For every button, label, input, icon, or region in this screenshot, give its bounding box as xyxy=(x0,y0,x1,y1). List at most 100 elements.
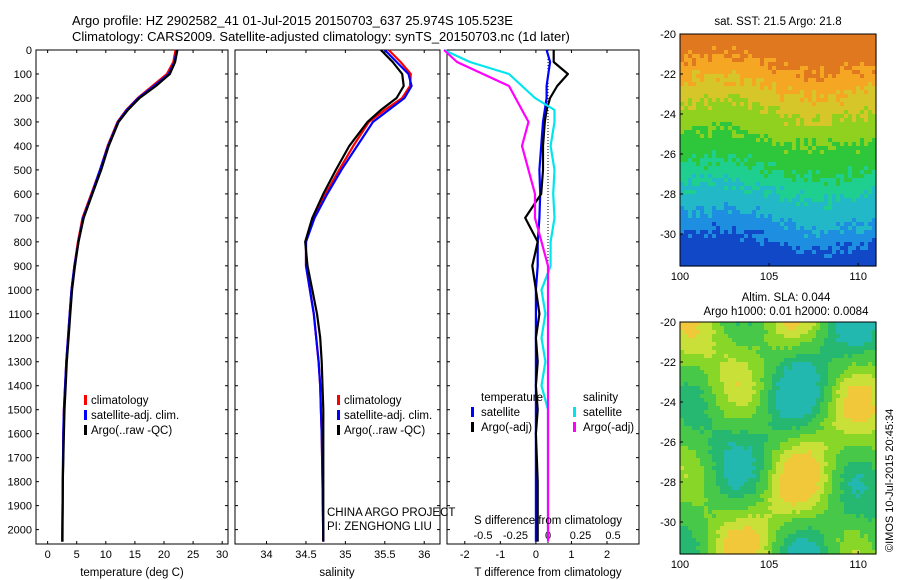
map-cell xyxy=(836,374,841,379)
map-cell xyxy=(712,110,717,115)
map-cell xyxy=(804,54,809,59)
map-cell xyxy=(696,358,701,363)
depth-tick-label: 1800 xyxy=(8,477,32,489)
map-cell xyxy=(740,198,745,203)
map-cell xyxy=(844,226,849,231)
map-cell xyxy=(828,334,833,339)
map-cell xyxy=(820,334,825,339)
map-cell xyxy=(736,426,741,431)
map-cell xyxy=(748,150,753,155)
map-cell xyxy=(844,74,849,79)
map-cell xyxy=(852,222,857,227)
map-cell xyxy=(828,150,833,155)
map-cell xyxy=(688,246,693,251)
map-cell xyxy=(868,446,873,451)
map-cell xyxy=(772,146,777,151)
map-cell xyxy=(804,170,809,175)
map-cell xyxy=(788,330,793,335)
map-cell xyxy=(696,58,701,63)
series-line-argo-raw-qc- xyxy=(61,49,179,542)
map-cell xyxy=(684,366,689,371)
map-cell xyxy=(788,322,793,327)
map-cell xyxy=(760,334,765,339)
map-cell xyxy=(796,54,801,59)
map-cell xyxy=(832,202,837,207)
map-cell xyxy=(856,62,861,67)
map-cell xyxy=(716,158,721,163)
map-cell xyxy=(788,38,793,43)
map-cell xyxy=(728,450,733,455)
map-cell xyxy=(740,154,745,159)
salinity-axis: 34 34.5 35 35.5 36 xyxy=(235,49,440,561)
map-cell xyxy=(704,254,709,259)
map-cell xyxy=(708,110,713,115)
map-cell xyxy=(828,34,833,39)
map-cell xyxy=(684,258,689,263)
map-cell xyxy=(808,90,813,95)
map-cell xyxy=(784,34,789,39)
map-cell xyxy=(708,142,713,147)
map-cell xyxy=(856,254,861,259)
map-cell xyxy=(708,330,713,335)
map-cell xyxy=(728,366,733,371)
map-cell xyxy=(752,334,757,339)
map-cell xyxy=(768,334,773,339)
map-cell xyxy=(864,118,869,123)
map-cell xyxy=(724,334,729,339)
map-cell xyxy=(820,462,825,467)
map-cell xyxy=(872,110,877,115)
map-cell xyxy=(784,230,789,235)
map-cell xyxy=(756,74,761,79)
map-cell xyxy=(744,470,749,475)
map-cell xyxy=(820,362,825,367)
map-cell xyxy=(824,102,829,107)
map-cell xyxy=(788,446,793,451)
map-cell xyxy=(864,442,869,447)
map-cell xyxy=(692,142,697,147)
map-cell xyxy=(792,54,797,59)
map-cell xyxy=(728,98,733,103)
map-cell xyxy=(752,246,757,251)
map-cell xyxy=(696,406,701,411)
map-cell xyxy=(724,162,729,167)
map-cell xyxy=(836,114,841,119)
map-cell xyxy=(764,246,769,251)
map-cell xyxy=(820,202,825,207)
map-cell xyxy=(760,150,765,155)
map-cell xyxy=(724,126,729,131)
map-cell xyxy=(772,230,777,235)
map-cell xyxy=(800,210,805,215)
map-cell xyxy=(828,98,833,103)
map-cell xyxy=(820,466,825,471)
map-cell xyxy=(844,206,849,211)
map-cell xyxy=(736,326,741,331)
map-cell xyxy=(784,226,789,231)
map-cell xyxy=(860,370,865,375)
map-cell xyxy=(804,462,809,467)
map-cell xyxy=(836,130,841,135)
map-cell xyxy=(720,382,725,387)
map-cell xyxy=(732,410,737,415)
map-cell xyxy=(736,130,741,135)
map-cell xyxy=(868,146,873,151)
map-cell xyxy=(732,422,737,427)
map-cell xyxy=(824,230,829,235)
map-cell xyxy=(848,374,853,379)
legend-swatch-climatology xyxy=(84,395,87,405)
map-cell xyxy=(812,174,817,179)
map-cell xyxy=(820,398,825,403)
map-cell xyxy=(800,154,805,159)
map-cell xyxy=(868,326,873,331)
map-cell xyxy=(836,70,841,75)
map-cell xyxy=(724,386,729,391)
map-cell xyxy=(744,158,749,163)
map-cell xyxy=(872,86,877,91)
map-cell xyxy=(768,402,773,407)
map-cell xyxy=(804,342,809,347)
difference-profile-panel: -2 -1 0 1 2 -0.5 -0.25 0 0.25 0.5 T difference f… xyxy=(443,49,640,579)
map-cell xyxy=(844,262,849,267)
legend-swatch-t-satellite xyxy=(471,407,474,417)
map-cell xyxy=(740,434,745,439)
map-cell xyxy=(832,58,837,63)
map-cell xyxy=(860,210,865,215)
